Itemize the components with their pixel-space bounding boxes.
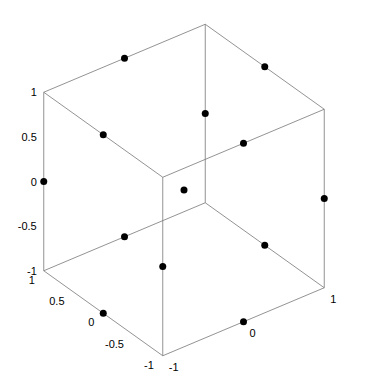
svg-text:-1: -1 bbox=[144, 359, 154, 371]
svg-text:0.5: 0.5 bbox=[21, 131, 36, 143]
svg-text:-0.5: -0.5 bbox=[105, 338, 124, 350]
svg-text:1: 1 bbox=[330, 293, 336, 305]
svg-text:-1: -1 bbox=[27, 264, 37, 277]
svg-text:1: 1 bbox=[29, 274, 35, 286]
svg-text:-0.5: -0.5 bbox=[18, 220, 37, 232]
svg-text:0: 0 bbox=[31, 176, 37, 188]
svg-text:0.5: 0.5 bbox=[49, 295, 64, 307]
svg-text:0: 0 bbox=[88, 316, 94, 328]
svg-text:0: 0 bbox=[250, 327, 256, 339]
svg-text:-1: -1 bbox=[169, 361, 179, 373]
svg-text:1: 1 bbox=[31, 86, 37, 98]
